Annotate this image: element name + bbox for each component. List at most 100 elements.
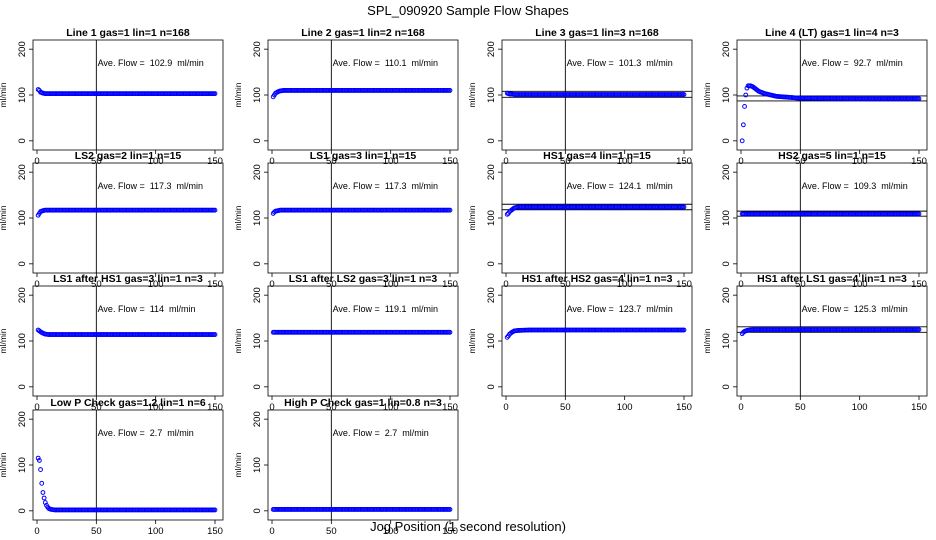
data-point — [35, 455, 41, 461]
x-tick-label: 0 — [738, 279, 743, 290]
x-tick-label: 0 — [503, 279, 508, 290]
y-tick-label: 0 — [721, 261, 732, 266]
x-tick-label: 150 — [676, 402, 692, 413]
y-axis-label: ml/min — [0, 205, 8, 230]
panel-title: LS1 gas=3 lin=1 n=15 — [310, 150, 417, 162]
y-tick-label: 0 — [252, 384, 263, 389]
y-axis-label: ml/min — [702, 82, 712, 107]
ave-flow-annotation: Ave. Flow = 92.7 ml/min — [802, 58, 903, 68]
data-series — [504, 204, 687, 217]
y-tick-label: 100 — [252, 333, 263, 349]
data-series — [35, 87, 218, 97]
ave-flow-annotation: Ave. Flow = 114 ml/min — [98, 304, 196, 314]
ave-flow-annotation: Ave. Flow = 102.9 ml/min — [98, 58, 204, 68]
panel-10: LS1 after LS2 gas=3 lin=1 n=3 ml/min 0 50 10… — [233, 273, 459, 413]
data-point — [447, 329, 453, 335]
x-tick-label: 0 — [34, 526, 39, 537]
plot-frame — [267, 39, 459, 151]
data-point — [916, 327, 922, 332]
x-tick-label: 50 — [326, 526, 337, 537]
y-axis-label: ml/min — [702, 205, 712, 230]
y-axis-label: ml/min — [233, 82, 243, 107]
y-tick-label: 200 — [17, 164, 28, 180]
x-tick-label: 100 — [383, 402, 399, 413]
x-tick-label: 0 — [34, 156, 39, 167]
ave-flow-annotation: Ave. Flow = 117.3 ml/min — [98, 181, 203, 191]
data-point — [742, 104, 747, 109]
x-tick-label: 0 — [269, 402, 274, 413]
figure-title: SPL_090920 Sample Flow Shapes — [367, 3, 569, 18]
y-tick-label: 100 — [17, 210, 28, 226]
x-tick-label: 50 — [326, 402, 337, 413]
x-tick-label: 50 — [91, 156, 102, 167]
y-axis-label: ml/min — [467, 205, 477, 230]
data-point — [916, 211, 922, 217]
x-tick-label: 50 — [795, 402, 806, 413]
data-series — [35, 207, 218, 218]
x-tick-label: 150 — [442, 156, 458, 167]
plot-frame — [501, 162, 693, 274]
y-tick-label: 200 — [252, 41, 263, 57]
y-tick-label: 100 — [17, 333, 28, 349]
panel-12: HS1 after LS1 gas=4 lin=1 n=3 ml/min 0 50 10… — [702, 273, 928, 413]
x-tick-label: 0 — [269, 156, 274, 167]
x-tick-label: 100 — [383, 526, 399, 537]
plot-frame — [267, 285, 459, 397]
y-tick-label: 100 — [486, 333, 497, 349]
plot-frame — [267, 162, 459, 274]
panel-8: HS2 gas=5 lin=1 n=15 ml/min 0 50 100 150 0 100 2… — [702, 150, 928, 290]
x-tick-label: 150 — [911, 279, 927, 290]
data-point — [681, 327, 687, 333]
x-tick-label: 100 — [617, 402, 633, 413]
data-series — [35, 455, 218, 513]
x-tick-label: 150 — [442, 402, 458, 413]
y-tick-label: 200 — [486, 164, 497, 180]
panels-grid: Line 1 gas=1 lin=1 n=168 ml/min 0 50 100 150 0… — [0, 27, 928, 537]
x-tick-label: 100 — [148, 279, 164, 290]
y-axis-label: ml/min — [233, 452, 243, 477]
y-tick-label: 0 — [252, 261, 263, 266]
ave-flow-annotation: Ave. Flow = 125.3 ml/min — [802, 304, 908, 314]
x-tick-label: 50 — [560, 156, 571, 167]
panel-title: LS2 gas=2 lin=1 n=15 — [75, 150, 182, 162]
plot-frame — [32, 285, 224, 397]
x-tick-label: 100 — [148, 526, 164, 537]
panel-4: Line 4 (LT) gas=1 lin=4 n=3 ml/min 0 50 100 1… — [702, 27, 928, 167]
panel-title: LS1 after LS2 gas=3 lin=1 n=3 — [289, 273, 438, 285]
panel-2: Line 2 gas=1 lin=2 n=168 ml/min 0 50 100 150 0… — [233, 27, 459, 167]
y-tick-label: 0 — [721, 384, 732, 389]
y-axis-label: ml/min — [467, 82, 477, 107]
y-tick-label: 100 — [721, 87, 732, 103]
data-series — [270, 329, 453, 335]
x-tick-label: 100 — [148, 402, 164, 413]
panel-6: LS1 gas=3 lin=1 n=15 ml/min 0 50 100 150 0 100 2… — [233, 150, 459, 290]
plot-frame — [267, 409, 459, 521]
data-series — [739, 83, 922, 144]
y-tick-label: 200 — [486, 41, 497, 57]
y-axis-label: ml/min — [467, 328, 477, 353]
ave-flow-annotation: Ave. Flow = 109.3 ml/min — [802, 181, 908, 191]
y-axis-label: ml/min — [702, 328, 712, 353]
x-tick-label: 50 — [91, 402, 102, 413]
x-tick-label: 150 — [442, 279, 458, 290]
x-tick-label: 150 — [676, 156, 692, 167]
y-tick-label: 200 — [17, 41, 28, 57]
x-tick-label: 50 — [91, 279, 102, 290]
panel-5: LS2 gas=2 lin=1 n=15 ml/min 0 50 100 150 0 100 2… — [0, 150, 224, 290]
data-point — [212, 91, 218, 97]
y-tick-label: 100 — [252, 87, 263, 103]
data-point — [743, 92, 749, 98]
panel-title: LS1 after HS1 gas=3 lin=1 n=3 — [53, 273, 203, 285]
y-tick-label: 200 — [252, 164, 263, 180]
panel-title: HS1 gas=4 lin=1 n=15 — [543, 150, 651, 162]
ave-flow-annotation: Ave. Flow = 123.7 ml/min — [567, 304, 673, 314]
panel-1: Line 1 gas=1 lin=1 n=168 ml/min 0 50 100 150 0… — [0, 27, 224, 167]
x-tick-label: 100 — [383, 279, 399, 290]
ave-flow-annotation: Ave. Flow = 110.1 ml/min — [333, 58, 438, 68]
y-tick-label: 0 — [17, 261, 28, 266]
x-tick-label: 100 — [383, 156, 399, 167]
x-tick-label: 150 — [207, 402, 223, 413]
panel-14: High P Check gas=1 lin=0.8 n=3 ml/min 0 50 1… — [233, 397, 459, 537]
x-tick-label: 0 — [503, 402, 508, 413]
